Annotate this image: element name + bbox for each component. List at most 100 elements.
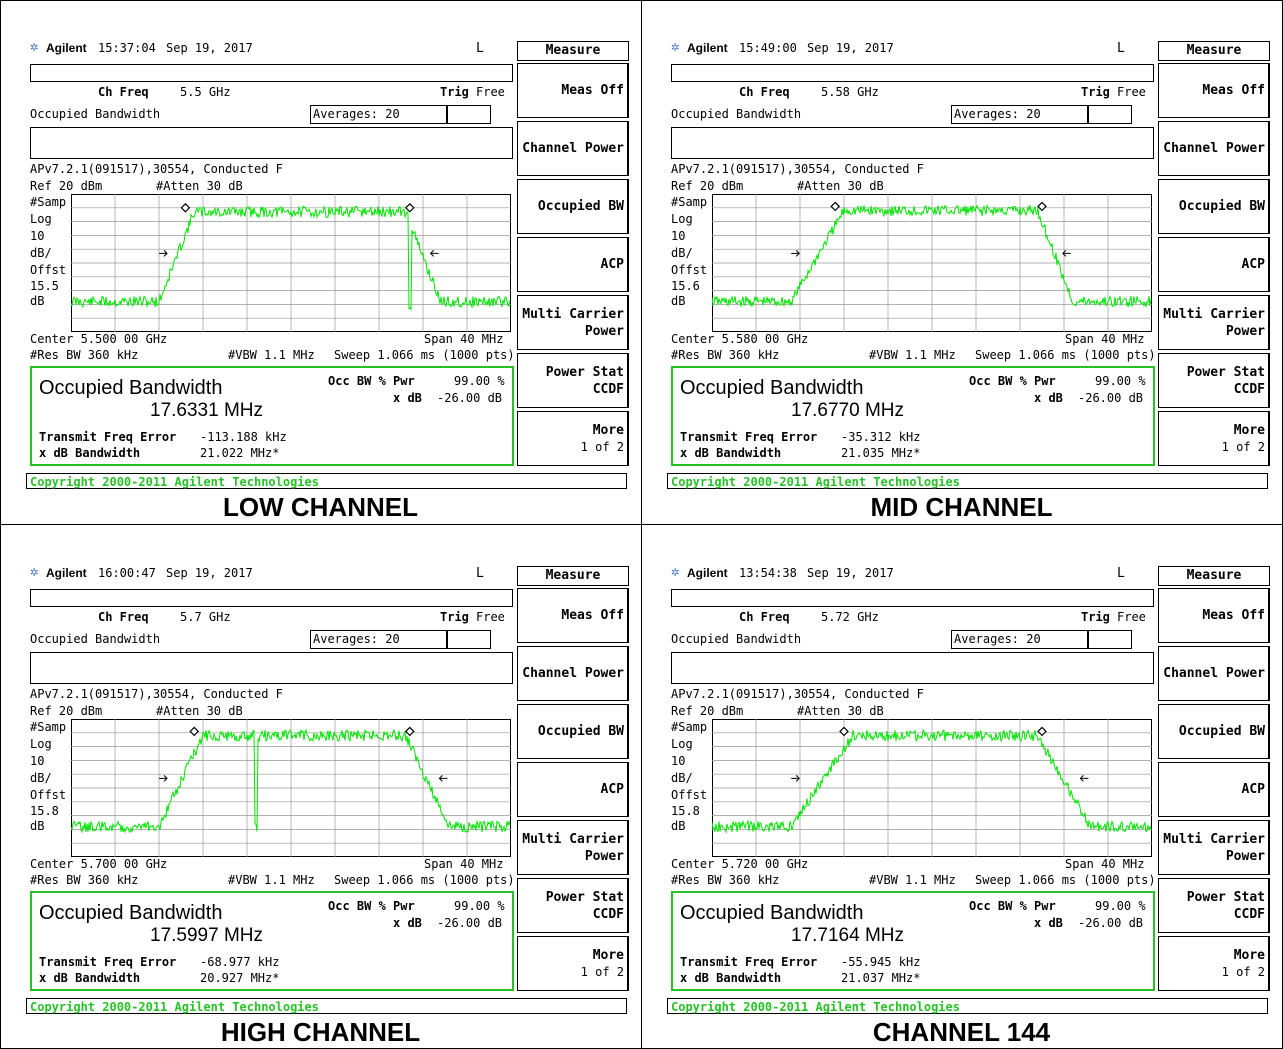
xdb-label: x dB [393,391,422,405]
meas-name: Occupied Bandwidth [30,107,161,121]
log-label: Log [671,212,693,226]
tfe-value: -35.312 kHz [841,430,921,444]
softkey-more[interactable]: More 1 of 2 [1158,936,1270,991]
ref-level: Ref 20 dBm [671,704,744,718]
occ-bw-pwr-label: Occ BW % Pwr [328,374,415,388]
softkey-power-stat-ccdf[interactable]: Power Stat CCDF [1158,878,1270,933]
center-freq: Center 5.500 00 GHz [30,332,168,346]
result-title: Occupied Bandwidth [39,902,223,924]
spectrum-trace [71,205,511,311]
occupied-bw-value: 17.5997 MHz [150,925,264,946]
softkey-occupied-bw[interactable]: Occupied BW [517,704,629,759]
softkey-multi-carrier-power[interactable]: Multi Carrier Power [1158,820,1270,875]
softkey-occupied-bw[interactable]: Occupied BW [1158,179,1270,234]
softkey-meas-off[interactable]: Meas Off [1158,588,1270,643]
status-letter: L [1117,566,1125,581]
xdb-bw-value: 21.037 MHz* [841,971,921,985]
attenuation: #Atten 30 dB [797,179,884,193]
input-line[interactable] [30,589,513,607]
copyright-bar: Copyright 2000-2011 Agilent Technologies [667,473,1268,489]
xdb-right-arrow-icon [1062,249,1071,257]
menu-header[interactable]: Measure [517,566,629,586]
softkey-meas-off[interactable]: Meas Off [517,63,629,118]
softkey-meas-off[interactable]: Meas Off [1158,63,1270,118]
softkey-label: Meas Off [1202,83,1265,98]
softkey-power-stat-ccdf[interactable]: Power Stat CCDF [517,878,629,933]
analyzer-panel-1: ✲ Agilent 15:37:04 Sep 19, 2017 L Ch Fre… [0,0,641,524]
menu-header[interactable]: Measure [1158,41,1270,61]
xdb-right-arrow-icon [438,774,448,782]
marker-left-diamond-icon [839,726,849,737]
xdb-bw-value: 21.035 MHz* [841,446,921,460]
scale-unit: dB/ [30,771,52,785]
averages-progress [446,105,491,124]
softkey-more[interactable]: More 1 of 2 [517,411,629,466]
ch-freq-label: Ch Freq [98,85,149,99]
xdb-left-arrow-icon [791,249,800,257]
xdb-right-arrow-icon [429,249,439,257]
ref-level: Ref 20 dBm [30,704,103,718]
offset-label: Offst [671,263,708,277]
offset-value: 15.6 [671,279,700,293]
xdb-left-arrow-icon [159,774,168,782]
ch-freq-label: Ch Freq [98,610,149,624]
log-label: Log [30,737,52,751]
softkey-meas-off[interactable]: Meas Off [517,588,629,643]
softkey-label-2: 1 of 2 [580,965,624,979]
xdb-right-arrow-icon [1079,774,1089,782]
softkey-occupied-bw[interactable]: Occupied BW [1158,704,1270,759]
occ-bw-pwr-value: 99.00 % [1095,374,1146,388]
spectrum-trace [71,728,511,834]
input-line[interactable] [671,64,1154,82]
softkey-label: Occupied BW [537,724,624,739]
softkey-acp[interactable]: ACP [1158,237,1270,292]
tfe-label: Transmit Freq Error [39,955,177,969]
softkey-label: ACP [600,257,624,272]
meas-name: Occupied Bandwidth [671,632,802,646]
panel-caption: CHANNEL 144 [872,1017,1051,1047]
softkey-channel-power[interactable]: Channel Power [517,646,629,701]
offset-unit: dB [671,294,686,308]
softkey-more[interactable]: More 1 of 2 [517,936,629,991]
tfe-label: Transmit Freq Error [680,955,818,969]
input-line[interactable] [671,589,1154,607]
softkey-multi-carrier-power[interactable]: Multi Carrier Power [1158,295,1270,350]
spectrum-plot [712,194,1152,332]
softkey-occupied-bw[interactable]: Occupied BW [517,179,629,234]
occ-bw-pwr-value: 99.00 % [454,374,505,388]
softkey-acp[interactable]: ACP [517,237,629,292]
analyzer-screen: ✲ Agilent 16:00:47 Sep 19, 2017 L Ch Fre… [26,564,631,1016]
center-freq: Center 5.720 00 GHz [671,857,809,871]
attenuation: #Atten 30 dB [156,704,243,718]
input-line[interactable] [30,64,513,82]
sweep: Sweep 1.066 ms (1000 pts) [334,873,515,887]
agilent-logo-icon: ✲ [30,564,39,580]
averages-progress [1087,630,1132,649]
softkey-label: Channel Power [1163,666,1265,681]
scale-value: 10 [671,229,686,243]
menu-header[interactable]: Measure [517,41,629,61]
xdb-bw-value: 20.927 MHz* [200,971,280,985]
softkey-power-stat-ccdf[interactable]: Power Stat CCDF [1158,353,1270,408]
softkey-acp[interactable]: ACP [517,762,629,817]
trig-value: Free [476,85,505,99]
softkey-acp[interactable]: ACP [1158,762,1270,817]
brand-label: Agilent [46,566,87,580]
softkey-channel-power[interactable]: Channel Power [1158,646,1270,701]
softkey-multi-carrier-power[interactable]: Multi Carrier Power [517,820,629,875]
grid-divider-horizontal [0,524,1283,525]
softkey-channel-power[interactable]: Channel Power [517,121,629,176]
time-label: 15:37:04 [98,41,156,55]
softkey-channel-power[interactable]: Channel Power [1158,121,1270,176]
time-label: 15:49:00 [739,41,797,55]
softkey-multi-carrier-power[interactable]: Multi Carrier Power [517,295,629,350]
softkey-more[interactable]: More 1 of 2 [1158,411,1270,466]
softkey-power-stat-ccdf[interactable]: Power Stat CCDF [517,353,629,408]
xdb-bw-label: x dB Bandwidth [680,446,782,460]
softkey-label: Multi Carrier [1163,832,1265,847]
xdb-value: -26.00 dB [437,391,503,405]
occ-bw-pwr-label: Occ BW % Pwr [969,899,1056,913]
softkey-label: Occupied BW [1178,724,1265,739]
menu-header[interactable]: Measure [1158,566,1270,586]
result-title: Occupied Bandwidth [39,377,223,399]
